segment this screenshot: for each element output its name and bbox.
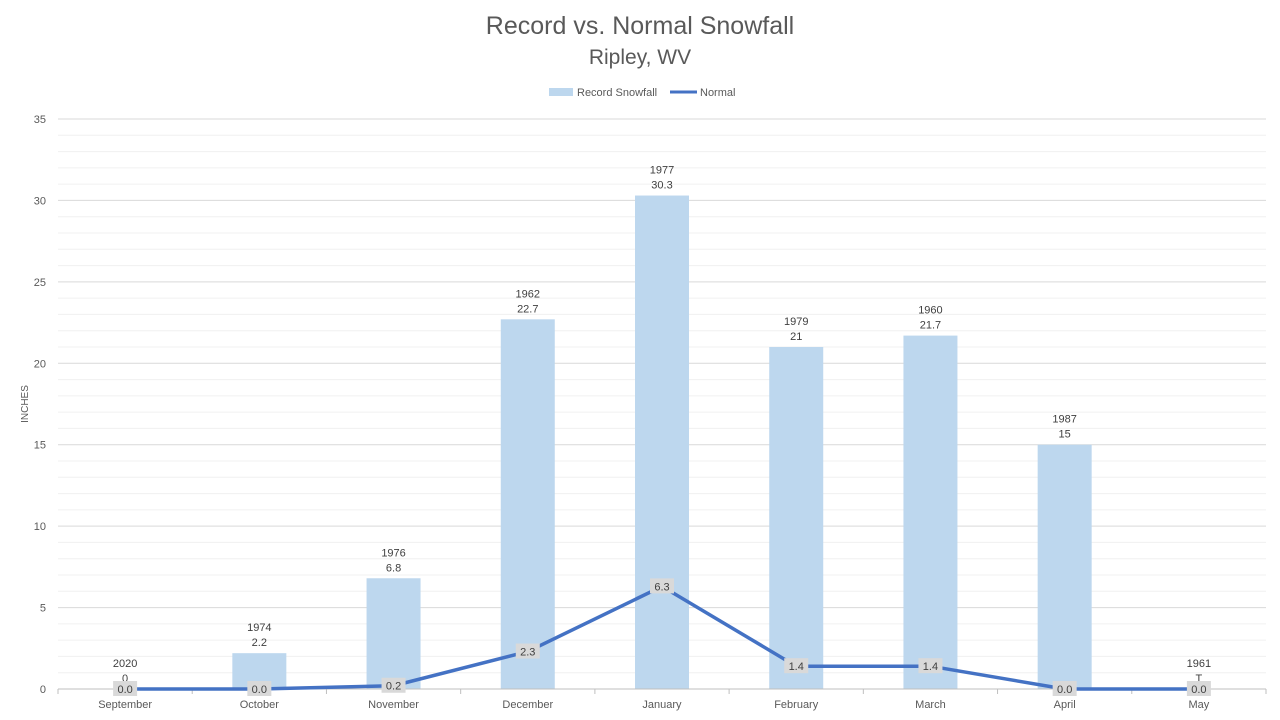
normal-value-label: 2.3 — [520, 647, 535, 659]
record-value-label: 30.3 — [651, 180, 672, 192]
y-tick-label: 10 — [34, 521, 46, 533]
y-tick-label: 20 — [34, 358, 46, 370]
y-tick-label: 25 — [34, 277, 46, 289]
normal-value-label: 0.0 — [1191, 684, 1206, 696]
normal-line-labels: 0.0 0.0 0.2 2.3 6.3 1.4 1.4 0.0 0.0 — [113, 578, 1211, 696]
record-value-label: 15 — [1059, 429, 1071, 441]
record-value-label: 21 — [790, 331, 802, 343]
x-tick-label: November — [368, 699, 419, 711]
record-value-label: 2.2 — [252, 637, 267, 649]
normal-label-box — [918, 658, 943, 674]
y-axis-ticks: 0 5 10 15 20 25 30 35 — [34, 114, 46, 696]
record-value-label: 6.8 — [386, 562, 401, 574]
record-year-label: 1987 — [1052, 414, 1076, 426]
legend-swatch-record — [549, 88, 573, 96]
record-bar — [769, 347, 824, 689]
normal-value-label: 0.0 — [117, 684, 132, 696]
normal-value-label: 0.0 — [252, 684, 267, 696]
y-axis-title: INCHES — [20, 385, 31, 423]
record-year-label: 1977 — [650, 165, 674, 177]
record-year-label: 1974 — [247, 622, 271, 634]
x-tick-label: April — [1054, 699, 1076, 711]
record-bars — [232, 195, 1092, 690]
y-tick-label: 35 — [34, 114, 46, 126]
y-tick-label: 30 — [34, 195, 46, 207]
normal-label-box — [247, 681, 272, 696]
record-year-label: 1960 — [918, 305, 942, 317]
record-year-label: 1976 — [381, 547, 405, 559]
normal-value-label: 6.3 — [654, 581, 669, 593]
record-value-label: 0 — [122, 673, 128, 685]
record-bar — [903, 335, 958, 689]
normal-label-box — [650, 578, 674, 594]
record-value-label: 22.7 — [517, 303, 538, 315]
normal-label-box — [381, 677, 406, 693]
x-tick-label: December — [502, 699, 553, 711]
record-year-label: 1961 — [1187, 658, 1211, 670]
x-tick-label: October — [240, 699, 279, 711]
normal-label-box — [113, 681, 138, 696]
y-tick-label: 5 — [40, 603, 46, 615]
normal-value-label: 1.4 — [923, 661, 938, 673]
x-tick-label: May — [1188, 699, 1209, 711]
normal-label-box — [1186, 681, 1211, 696]
chart-subtitle: Ripley, WV — [589, 46, 691, 69]
x-axis: September October November December January F… — [57, 688, 1267, 711]
chart-title: Record vs. Normal Snowfall — [486, 12, 794, 40]
x-tick-label: September — [98, 699, 152, 711]
x-tick-label: February — [774, 699, 819, 711]
record-bar — [500, 319, 555, 689]
record-bar — [1037, 444, 1092, 689]
legend-label-record: Record Snowfall — [577, 87, 657, 99]
y-tick-label: 15 — [34, 440, 46, 452]
normal-label-box — [515, 643, 540, 659]
normal-label-box — [1052, 681, 1077, 696]
legend: Record Snowfall Normal — [549, 87, 735, 99]
record-bar-labels: 2020 0 1974 2.2 1976 6.8 1962 22.7 1977 30.3 1979 2… — [113, 165, 1211, 685]
record-year-label: 2020 — [113, 658, 137, 670]
normal-value-label: 0.2 — [386, 681, 401, 693]
x-tick-label: March — [915, 699, 946, 711]
record-value-label: 21.7 — [920, 320, 941, 332]
record-year-label: 1962 — [516, 288, 540, 300]
normal-label-box — [784, 658, 809, 674]
record-bar — [635, 195, 689, 690]
x-tick-label: January — [642, 699, 682, 711]
record-year-label: 1979 — [784, 316, 808, 328]
record-bar — [366, 578, 421, 689]
legend-label-normal: Normal — [700, 87, 735, 99]
y-tick-label: 0 — [40, 684, 46, 696]
record-value-label: T — [1196, 673, 1203, 685]
normal-value-label: 0.0 — [1057, 684, 1072, 696]
normal-value-label: 1.4 — [789, 661, 804, 673]
